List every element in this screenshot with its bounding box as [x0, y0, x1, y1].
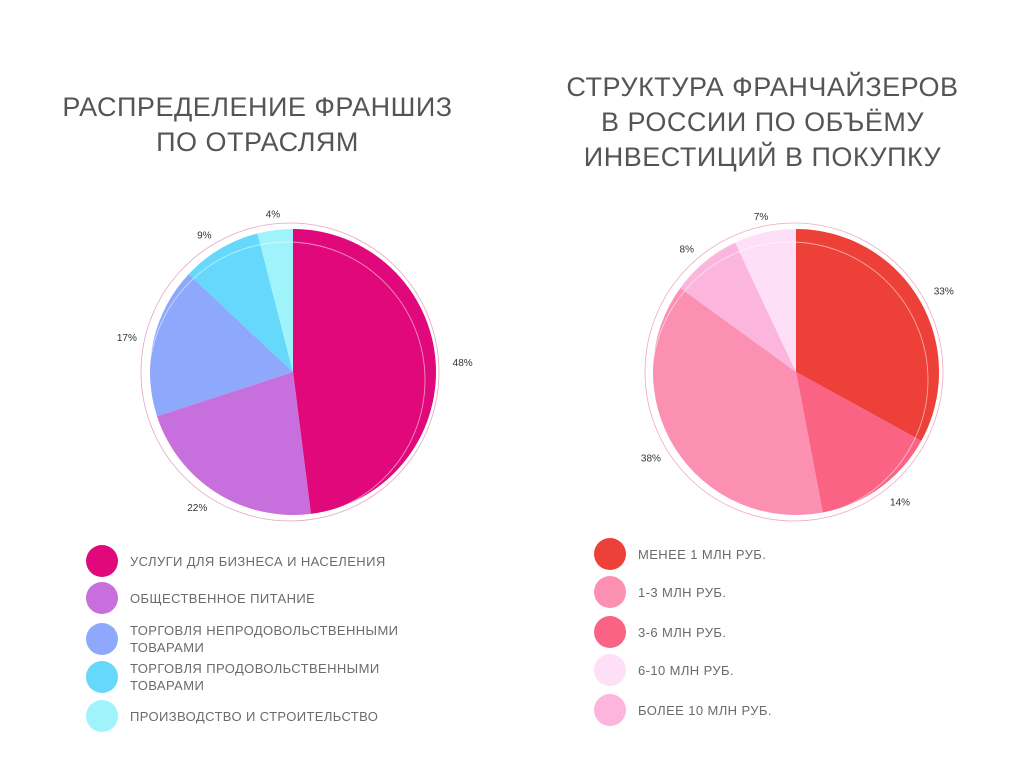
pie-ring-inner [651, 241, 929, 519]
chart-title-left: РАСПРЕДЕЛЕНИЕ ФРАНШИЗ ПО ОТРАСЛЯМ [62, 92, 453, 157]
pie-data-label: 33% [934, 287, 954, 298]
legend-item: БОЛЕЕ 10 МЛН РУБ. [594, 694, 772, 726]
pie-slice [156, 372, 311, 515]
legend-item: УСЛУГИ ДЛЯ БИЗНЕСА И НАСЕЛЕНИЯ [86, 545, 386, 577]
legend-swatch [86, 582, 118, 614]
pie-ring-outer [140, 222, 440, 522]
pie-ring-outer [644, 222, 944, 522]
pie-slice [735, 229, 796, 372]
legend-swatch [86, 661, 118, 693]
legend-item: ОБЩЕСТВЕННОЕ ПИТАНИЕ [86, 582, 315, 614]
legend-swatch [86, 700, 118, 732]
pie-data-label: 38% [641, 454, 661, 465]
pie-slice [796, 372, 922, 513]
legend-swatch [594, 576, 626, 608]
pie-ring-inner [148, 241, 426, 519]
legend-item: 1-3 МЛН РУБ. [594, 576, 726, 608]
legend-swatch [594, 616, 626, 648]
pie-slice [680, 242, 796, 372]
legend-swatch [86, 545, 118, 577]
legend-label: ТОРГОВЛЯ НЕПРОДОВОЛЬСТВЕННЫМИ ТОВАРАМИ [130, 623, 399, 655]
legend-label: БОЛЕЕ 10 МЛН РУБ. [638, 702, 772, 718]
pie-data-label: 9% [197, 230, 212, 241]
pie-data-label: 7% [754, 212, 769, 223]
pie-data-label: 22% [187, 503, 207, 514]
pie-slice [150, 274, 293, 417]
legend-item: ТОРГОВЛЯ НЕПРОДОВОЛЬСТВЕННЫМИ ТОВАРАМИ [86, 622, 430, 656]
chart-title-right: СТРУКТУРА ФРАНЧАЙЗЕРОВ В РОССИИ ПО ОБЪЁМ… [566, 72, 959, 172]
legend-swatch [594, 538, 626, 570]
legend-label: УСЛУГИ ДЛЯ БИЗНЕСА И НАСЕЛЕНИЯ [130, 553, 386, 569]
pie-slice [653, 287, 823, 516]
pie-data-label: 14% [890, 497, 910, 508]
pie-data-label: 17% [117, 333, 137, 344]
pie-slice [188, 233, 293, 372]
pie-data-label: 8% [680, 245, 695, 256]
legend-label: ОБЩЕСТВЕННОЕ ПИТАНИЕ [130, 590, 316, 606]
legend-label: 3-6 МЛН РУБ. [638, 624, 727, 640]
legend-item: ТОРГОВЛЯ ПРОДОВОЛЬСТВЕННЫМИ ТОВАРАМИ [86, 660, 430, 694]
legend-item: ПРОИЗВОДСТВО И СТРОИТЕЛЬСТВО [86, 700, 378, 732]
legend-swatch [86, 623, 118, 655]
pie-slice [257, 229, 293, 372]
legend-item: 3-6 МЛН РУБ. [594, 616, 726, 648]
pie-slice [796, 229, 940, 441]
legend-label: 1-3 МЛН РУБ. [638, 584, 727, 600]
legend-label: 6-10 МЛН РУБ. [638, 662, 734, 678]
legend-item: МЕНЕЕ 1 МЛН РУБ. [594, 538, 766, 570]
pie-slice [293, 229, 436, 514]
pie-data-label: 48% [453, 358, 473, 369]
legend-item: 6-10 МЛН РУБ. [594, 654, 734, 686]
legend-label: ПРОИЗВОДСТВО И СТРОИТЕЛЬСТВО [130, 708, 379, 724]
pie-data-label: 4% [266, 209, 281, 220]
legend-label: МЕНЕЕ 1 МЛН РУБ. [638, 546, 767, 562]
legend-swatch [594, 654, 626, 686]
legend-label: ТОРГОВЛЯ ПРОДОВОЛЬСТВЕННЫМИ ТОВАРАМИ [130, 661, 380, 693]
legend-swatch [594, 694, 626, 726]
